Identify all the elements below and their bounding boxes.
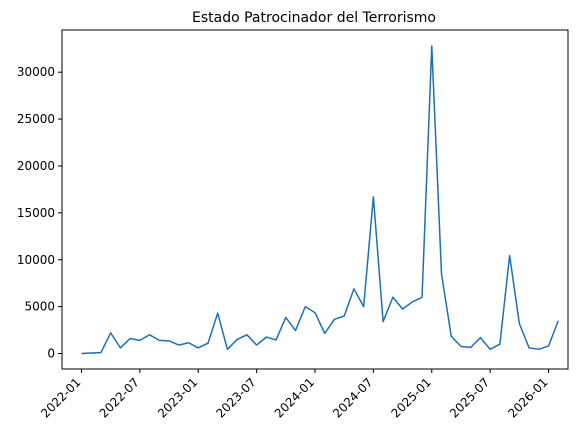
x-tick-label: 2026-01	[505, 375, 550, 420]
plot-area: 0 5000 10000 15000 20000 25000 30000 2022-01 202…	[17, 29, 569, 421]
x-tick-label: 2023-07	[213, 375, 258, 420]
x-tick-label: 2025-01	[389, 375, 434, 420]
y-tick-label: 15000	[17, 206, 55, 220]
x-tick-label: 2022-01	[38, 375, 83, 420]
x-tick-label: 2023-01	[155, 375, 200, 420]
y-tick-label: 0	[47, 347, 55, 361]
y-tick-label: 20000	[17, 159, 55, 173]
y-tick-label: 30000	[17, 65, 55, 79]
chart-title: Estado Patrocinador del Terrorismo	[192, 10, 436, 26]
axes-frame	[61, 29, 569, 370]
x-tick-label: 2024-01	[272, 375, 317, 420]
x-tick-label: 2025-07	[447, 375, 492, 420]
x-tick-label: 2022-07	[97, 375, 142, 420]
series-line	[81, 45, 559, 355]
y-tick-label: 25000	[17, 112, 55, 126]
x-tick-label: 2024-07	[330, 375, 375, 420]
y-tick-label: 10000	[17, 253, 55, 267]
y-tick-label: 5000	[24, 300, 55, 314]
